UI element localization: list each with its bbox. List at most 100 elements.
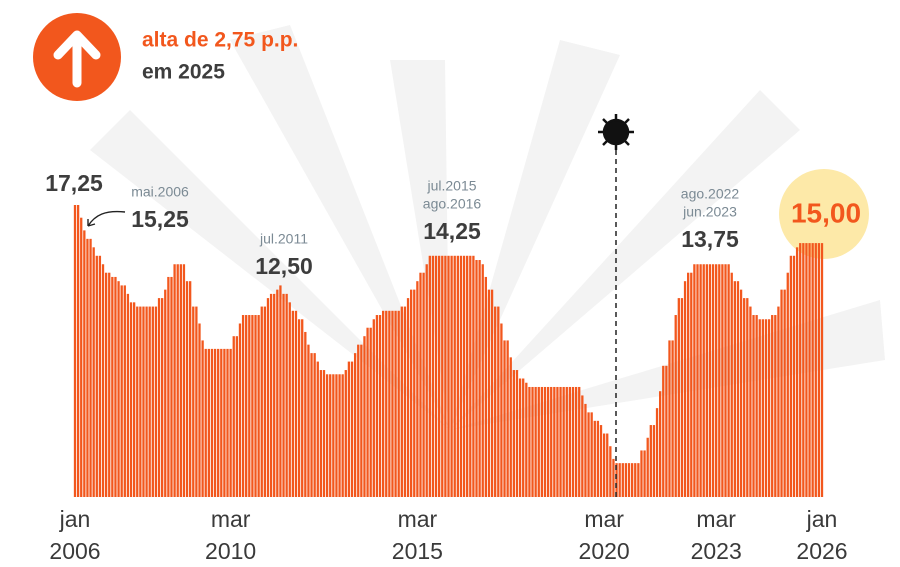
bar xyxy=(353,353,357,497)
bar xyxy=(167,276,170,497)
bar xyxy=(515,370,519,497)
bar xyxy=(743,298,746,497)
bar xyxy=(297,319,301,497)
bar xyxy=(282,293,285,497)
bar xyxy=(189,281,192,497)
bar xyxy=(606,433,609,497)
bar xyxy=(369,327,372,497)
bar xyxy=(593,420,596,497)
bar xyxy=(662,365,665,497)
bar xyxy=(403,306,407,497)
bar xyxy=(602,433,606,497)
bar xyxy=(161,298,164,497)
bar xyxy=(802,243,805,497)
bar xyxy=(503,340,506,497)
bar xyxy=(481,264,484,497)
bar xyxy=(487,289,491,497)
bar xyxy=(630,463,634,497)
bar xyxy=(565,386,568,497)
bar xyxy=(509,357,512,497)
bar xyxy=(674,315,677,497)
value-label: 15,25 xyxy=(131,206,189,232)
bar xyxy=(475,260,478,497)
bar xyxy=(599,425,603,497)
bar xyxy=(381,310,385,497)
bar xyxy=(587,412,590,497)
bar xyxy=(634,463,637,497)
bar xyxy=(478,260,481,497)
bar xyxy=(360,344,363,497)
bar xyxy=(783,289,786,497)
bar xyxy=(531,386,534,497)
x-tick-label: jan 2026 xyxy=(796,506,848,564)
bar xyxy=(164,289,167,497)
bar xyxy=(696,264,699,497)
bar xyxy=(145,306,148,497)
bar xyxy=(316,361,319,497)
bar xyxy=(453,255,456,497)
bar xyxy=(727,264,730,497)
bar xyxy=(543,386,547,497)
bar xyxy=(441,255,444,497)
bar xyxy=(472,255,475,497)
bar xyxy=(767,319,771,497)
bar xyxy=(643,450,646,497)
bar xyxy=(89,238,92,497)
bar xyxy=(114,276,117,497)
bar xyxy=(117,281,120,497)
bar xyxy=(811,243,814,497)
bar xyxy=(73,205,77,497)
bar xyxy=(590,412,593,497)
bar xyxy=(814,243,817,497)
bar xyxy=(434,255,438,497)
bar xyxy=(556,386,559,497)
bar xyxy=(771,315,774,497)
bar xyxy=(581,395,584,497)
bar xyxy=(132,302,136,497)
bar xyxy=(789,255,793,497)
bar xyxy=(490,289,494,497)
bar xyxy=(192,306,195,497)
bar xyxy=(120,285,123,497)
bar xyxy=(702,264,705,497)
bar xyxy=(736,281,740,497)
up-arrow xyxy=(53,30,101,88)
bar xyxy=(715,264,718,497)
bar xyxy=(469,255,472,497)
value-label: 17,25 xyxy=(45,170,103,196)
bar xyxy=(185,281,189,497)
bar xyxy=(671,340,674,497)
bar xyxy=(363,336,366,497)
pointer-arrow xyxy=(87,210,126,227)
bar xyxy=(652,425,656,497)
bar xyxy=(304,331,307,497)
bar xyxy=(322,370,326,497)
bar xyxy=(378,315,382,497)
bar xyxy=(450,255,453,497)
annotation: ago.2022 xyxy=(681,186,740,202)
bar xyxy=(758,319,761,497)
bar xyxy=(438,255,441,497)
bar xyxy=(251,315,254,497)
bar xyxy=(677,298,680,497)
bar xyxy=(649,425,652,497)
bar xyxy=(235,336,238,497)
bar xyxy=(104,272,108,497)
bar xyxy=(400,306,403,497)
x-tick-label: mar 2023 xyxy=(690,506,742,564)
bar xyxy=(372,319,375,497)
bar xyxy=(207,348,210,497)
bar xyxy=(406,298,410,497)
bar xyxy=(752,315,755,497)
bar xyxy=(98,255,102,497)
bar xyxy=(693,264,696,497)
annotation: jun.2023 xyxy=(682,204,737,220)
bar xyxy=(416,281,419,497)
bar xyxy=(550,386,553,497)
bar xyxy=(388,310,391,497)
bar xyxy=(204,348,207,497)
bar xyxy=(584,403,587,497)
bar xyxy=(179,264,182,497)
bar xyxy=(494,306,497,497)
bar xyxy=(444,255,447,497)
